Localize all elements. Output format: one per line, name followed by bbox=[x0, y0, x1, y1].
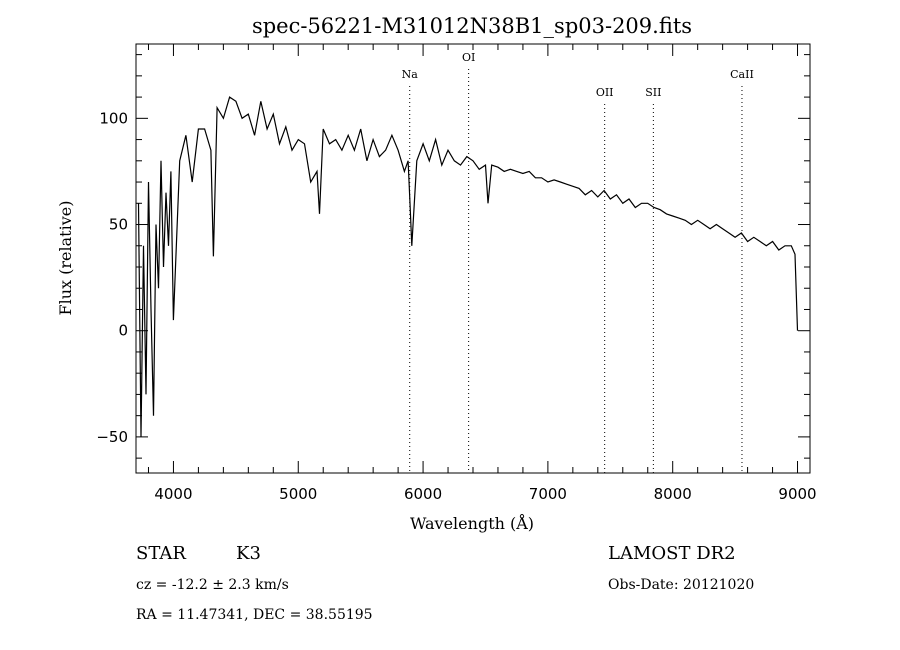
x-tick-label: 5000 bbox=[279, 485, 317, 503]
y-tick-label: 50 bbox=[109, 216, 128, 234]
survey-name: LAMOST DR2 bbox=[608, 543, 736, 564]
line-marker-label: SII bbox=[645, 86, 661, 99]
y-tick-label: 0 bbox=[118, 322, 128, 340]
coordinates: RA = 11.47341, DEC = 38.55195 bbox=[136, 607, 373, 623]
y-axis-ticks: −50 0 50 100 bbox=[96, 54, 810, 459]
object-subclass: K3 bbox=[236, 543, 261, 564]
info-panel: STAR K3 LAMOST DR2 cz = -12.2 ± 2.3 km/s… bbox=[136, 543, 754, 623]
x-tick-label: 9000 bbox=[778, 485, 816, 503]
x-tick-label: 6000 bbox=[404, 485, 442, 503]
emission-line-markers: Na OI OII SII CaII bbox=[402, 51, 754, 473]
line-marker-label: OI bbox=[462, 51, 475, 64]
observation-date: Obs-Date: 20121020 bbox=[608, 577, 754, 593]
y-tick-label: 100 bbox=[99, 109, 128, 127]
chart-title: spec-56221-M31012N38B1_sp03-209.fits bbox=[252, 14, 692, 38]
object-class: STAR bbox=[136, 543, 186, 564]
y-axis-label: Flux (relative) bbox=[56, 201, 75, 316]
redshift-cz: cz = -12.2 ± 2.3 km/s bbox=[136, 577, 289, 593]
line-marker-label: CaII bbox=[730, 68, 754, 81]
x-axis-label: Wavelength (Å) bbox=[410, 513, 534, 533]
x-tick-label: 4000 bbox=[154, 485, 192, 503]
line-marker-label: Na bbox=[402, 68, 419, 81]
x-tick-label: 7000 bbox=[529, 485, 567, 503]
y-tick-label: −50 bbox=[96, 428, 128, 446]
plot-area: −50 0 50 100 4000 5000 6000 7000 8000 9000 Na OI O… bbox=[96, 43, 817, 503]
line-marker-label: OII bbox=[596, 86, 614, 99]
x-axis-ticks: 4000 5000 6000 7000 8000 9000 bbox=[147, 44, 817, 503]
plot-frame bbox=[135, 43, 811, 474]
x-tick-label: 8000 bbox=[654, 485, 692, 503]
spectrum-line bbox=[137, 96, 799, 437]
